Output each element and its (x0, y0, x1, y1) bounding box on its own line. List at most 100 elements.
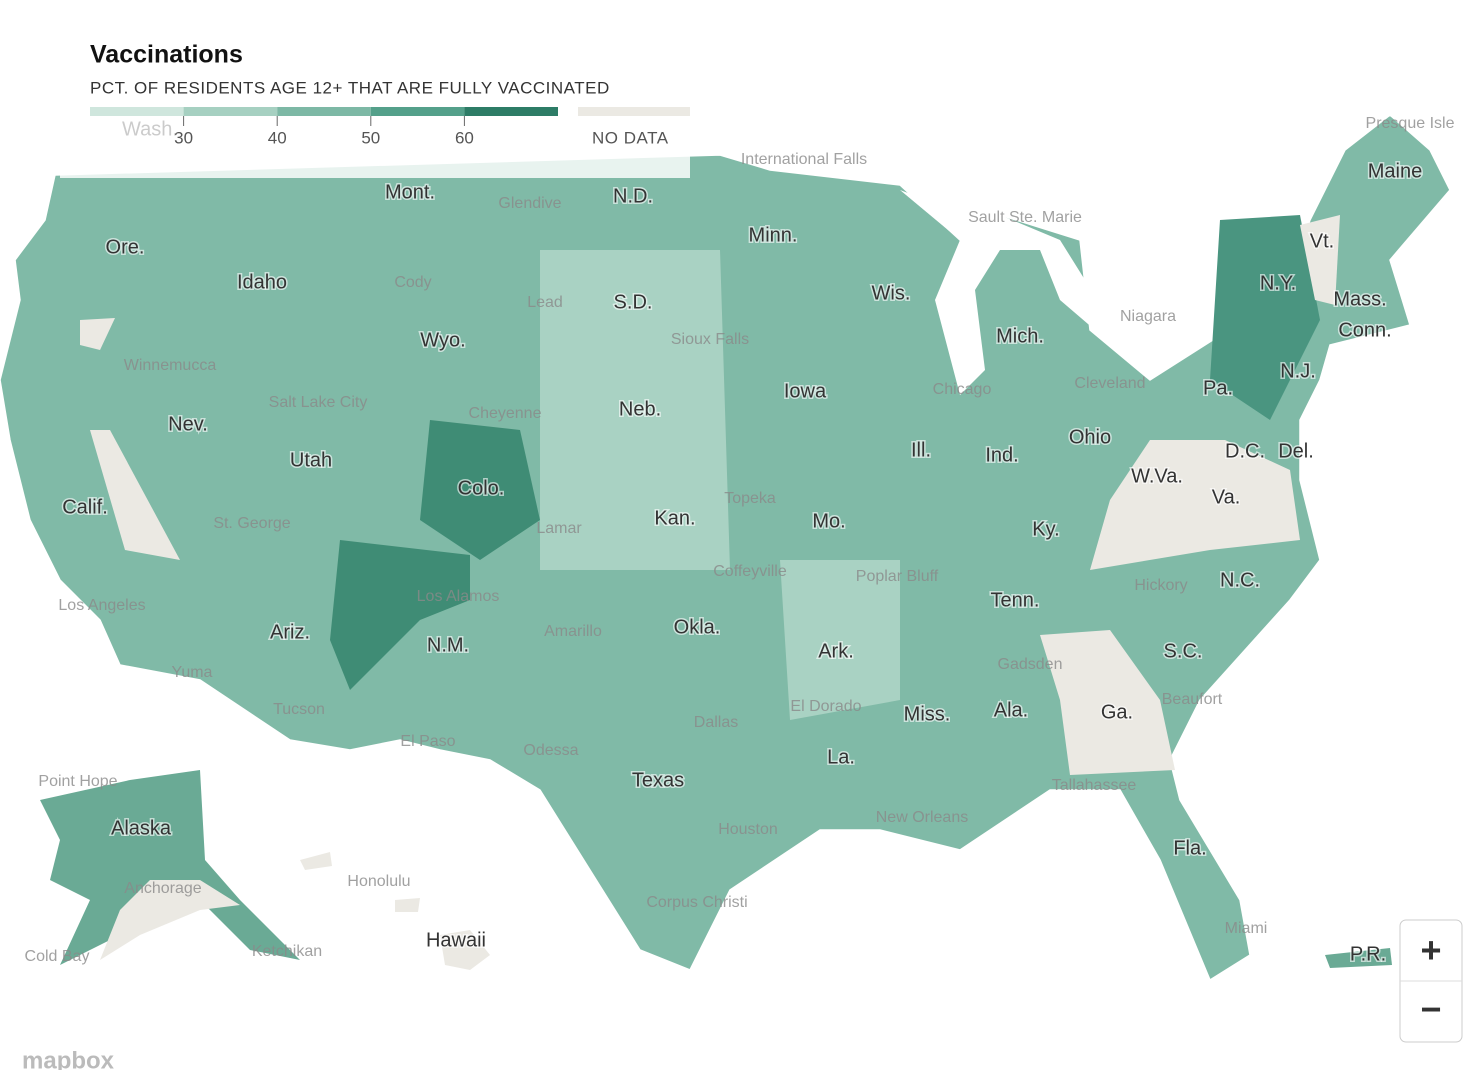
state-label: Maine (1368, 160, 1422, 182)
city-label: Houston (718, 821, 778, 838)
city-label: Point Hope (38, 773, 117, 790)
state-label: Del. (1278, 440, 1314, 462)
state-label: Neb. (619, 398, 661, 420)
no-data-region (1090, 440, 1300, 570)
city-label: Los Alamos (417, 588, 500, 605)
city-label: Cheyenne (469, 405, 542, 422)
legend-swatch (183, 107, 278, 116)
city-label: Beaufort (1162, 691, 1223, 708)
no-data-region (1300, 215, 1340, 305)
alaska-no-data (100, 880, 240, 960)
legend-tick-label: 30 (174, 128, 193, 147)
state-label: Okla. (674, 616, 721, 638)
state-label: Fla. (1173, 837, 1206, 859)
state-label: Colo. (458, 477, 505, 499)
city-label: Tallahassee (1052, 777, 1137, 794)
state-label: Ill. (911, 439, 931, 461)
city-label: Sioux Falls (671, 331, 749, 348)
city-label: Hickory (1134, 577, 1187, 594)
city-label: New Orleans (876, 809, 968, 826)
no-data-swatch (578, 107, 690, 116)
state-label: S.D. (614, 291, 653, 313)
city-label: Honolulu (347, 873, 410, 890)
legend-tick-label: 50 (361, 128, 380, 147)
state-label: W.Va. (1131, 465, 1183, 487)
city-label: St. George (213, 515, 290, 532)
state-label: D.C. (1225, 440, 1265, 462)
state-label: Ohio (1069, 426, 1111, 448)
city-label: Corpus Christi (646, 894, 747, 911)
state-label: N.Y. (1260, 272, 1296, 294)
no-data-region (1040, 630, 1175, 775)
state-label: Hawaii (426, 929, 486, 951)
city-label: El Dorado (790, 698, 861, 715)
state-label: Idaho (237, 271, 287, 293)
state-label: Kan. (654, 507, 695, 529)
no-data-label: NO DATA (592, 128, 669, 147)
city-label: Topeka (724, 490, 776, 507)
state-label: Ark. (818, 640, 854, 662)
city-label: El Paso (400, 733, 455, 750)
legend-swatch (90, 107, 184, 116)
zoom-out[interactable]: − (1420, 989, 1441, 1030)
legend-backdrop (60, 70, 690, 178)
state-label: Mont. (385, 181, 435, 203)
legend: 30 40 50 60 NO DATA (90, 107, 690, 147)
state-label: Ky. (1032, 518, 1059, 540)
zoom-in[interactable]: + (1420, 930, 1441, 971)
legend-tick-label: 40 (268, 128, 287, 147)
state-label: La. (827, 746, 855, 768)
dark-region (330, 540, 470, 690)
state-label: Wis. (872, 282, 911, 304)
city-label: Gadsden (998, 656, 1063, 673)
city-label: Sault Ste. Marie (968, 209, 1082, 226)
state-label: N.C. (1220, 569, 1260, 591)
state-label: Ind. (985, 444, 1018, 466)
no-data-region (90, 430, 180, 560)
legend-swatch (277, 107, 371, 116)
dark-region (420, 420, 540, 560)
state-label: Iowa (784, 380, 827, 402)
state-label: Conn. (1338, 319, 1391, 341)
city-label: Yuma (172, 664, 213, 681)
legend-swatch (464, 107, 558, 116)
great-lakes (900, 190, 1160, 395)
state-label: Ala. (994, 699, 1028, 721)
state-label: Utah (290, 449, 332, 471)
land (0, 114, 1451, 982)
state-label: Calif. (62, 496, 108, 518)
state-label: Wash. (122, 118, 178, 140)
state-label: N.D. (613, 185, 653, 207)
state-label: Alaska (111, 817, 172, 839)
state-label: S.C. (1164, 640, 1203, 662)
state-label: Wyo. (420, 329, 465, 351)
city-label: Miami (1225, 920, 1268, 937)
legend-swatch (370, 107, 465, 116)
city-label: Winnemucca (124, 357, 217, 374)
city-label: Salt Lake City (269, 394, 368, 411)
state-label: Minn. (749, 224, 798, 246)
hawaii (395, 898, 420, 912)
city-label: Dallas (694, 714, 738, 731)
attribution[interactable]: mapbox (22, 1047, 115, 1070)
state-label: Vt. (1310, 230, 1334, 252)
light-region (780, 560, 900, 720)
city-label: Anchorage (124, 880, 201, 897)
city-label: Niagara (1120, 308, 1176, 325)
state-label: Nev. (168, 413, 208, 435)
puerto-rico (1325, 948, 1392, 968)
state-label: P.R. (1350, 943, 1386, 965)
alaska (40, 770, 300, 965)
city-label: Glendive (498, 195, 561, 212)
subtitle: PCT. OF RESIDENTS AGE 12+ THAT ARE FULLY… (90, 78, 610, 97)
state-label: Mich. (996, 325, 1044, 347)
title: Vaccinations (90, 41, 243, 69)
city-label: Los Angeles (58, 597, 145, 614)
city-label: Ketchikan (252, 943, 322, 960)
state-label: Miss. (904, 703, 951, 725)
no-data-region (80, 318, 115, 350)
city-label: Cody (394, 274, 431, 291)
city-label: International Falls (741, 151, 867, 168)
state-label: Tenn. (991, 589, 1040, 611)
